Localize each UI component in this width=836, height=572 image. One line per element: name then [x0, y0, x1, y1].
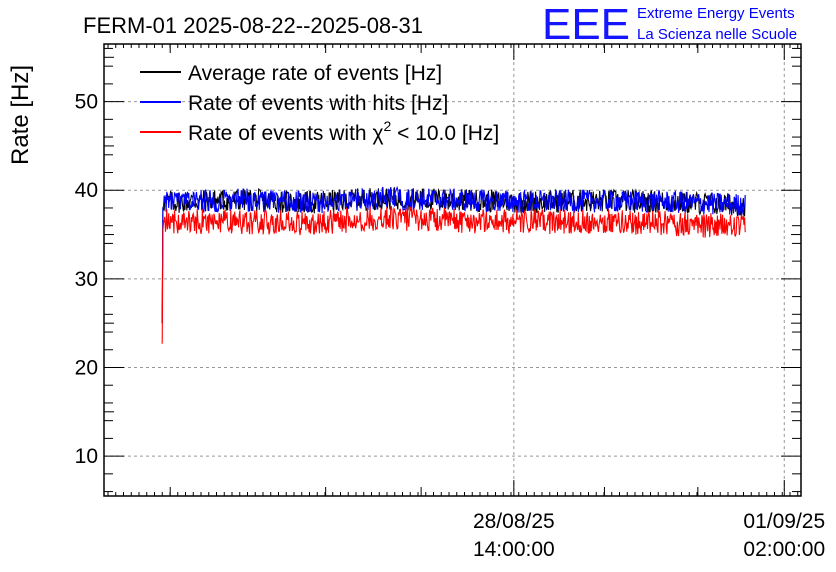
plot-frame — [103, 43, 802, 497]
legend-label-1: Average rate of events [Hz] — [188, 62, 442, 85]
legend: Average rate of events [Hz] Rate of event… — [140, 62, 499, 145]
y-tick-label-40: 40 — [75, 179, 98, 202]
y-tick-label-10: 10 — [75, 445, 98, 468]
x-tick-label-date-1: 01/09/25 — [743, 510, 825, 533]
grid-lines — [104, 44, 801, 496]
y-tick-label-20: 20 — [75, 356, 98, 379]
legend-label-2: Rate of events with hits [Hz] — [188, 92, 448, 115]
series-line-3 — [161, 205, 746, 344]
x-tick-label-time-0: 14:00:00 — [473, 538, 555, 561]
x-tick-label-time-1: 02:00:00 — [743, 538, 825, 561]
series-group — [161, 185, 746, 344]
legend-label-3: Rate of events with χ2 < 10.0 [Hz] — [188, 118, 499, 145]
eee-logo: EEE Extreme Energy Events La Scienza nel… — [542, 0, 797, 49]
y-axis-label: Rate [Hz] — [7, 65, 34, 165]
y-tick-label-30: 30 — [75, 268, 98, 291]
series-line-2 — [161, 185, 746, 324]
chart-title: FERM-01 2025-08-22--2025-08-31 — [83, 13, 423, 38]
x-tick-label-date-0: 28/08/25 — [473, 510, 555, 533]
eee-logo-line1: Extreme Energy Events — [637, 5, 795, 22]
y-tick-label-50: 50 — [75, 91, 98, 114]
axes: 10 20 30 40 50 28/08/25 14:00:00 01/09/25 02:00:… — [75, 43, 825, 561]
eee-logo-mark: EEE — [542, 0, 630, 49]
eee-logo-line2: La Scienza nelle Scuole — [637, 26, 797, 43]
